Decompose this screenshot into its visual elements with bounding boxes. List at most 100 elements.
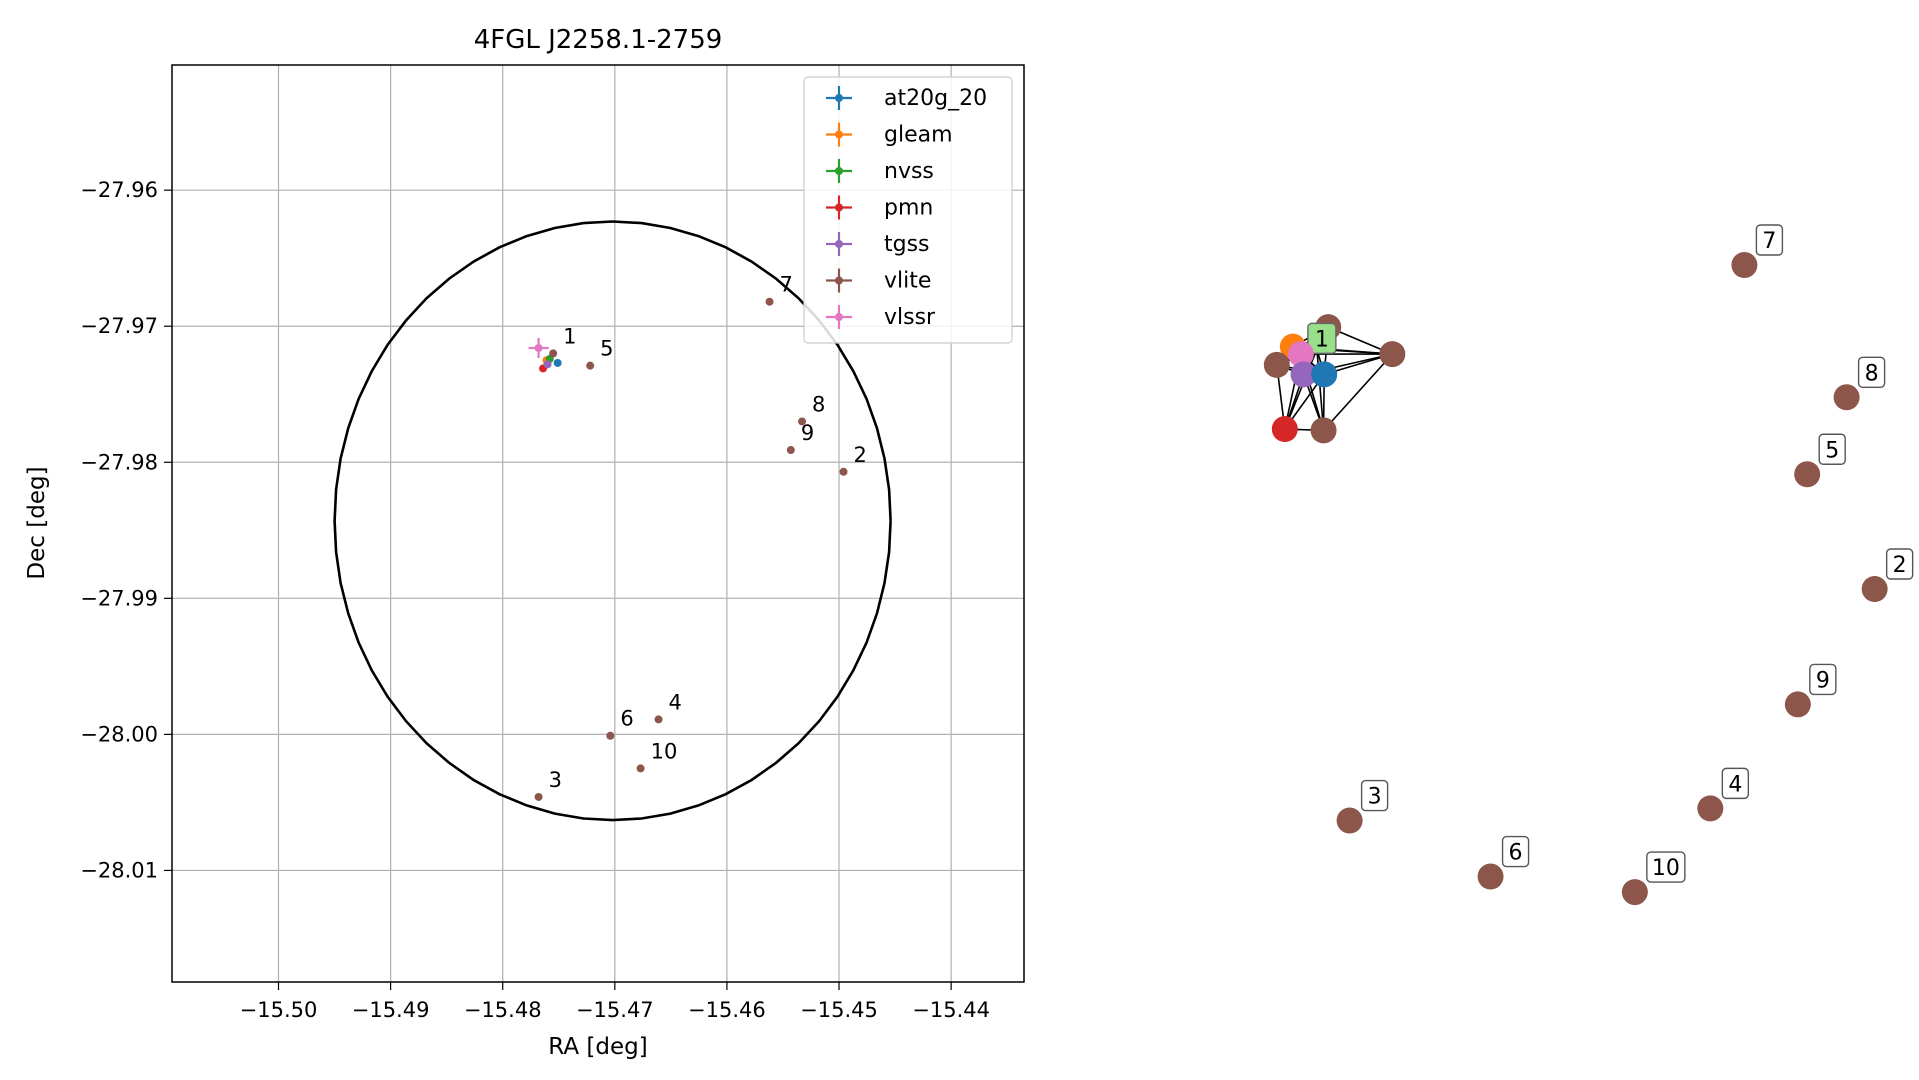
- legend-label: nvss: [884, 159, 934, 184]
- node-marker: [1697, 795, 1724, 822]
- node-label-box: [1501, 835, 1530, 868]
- node-label-box: [1809, 663, 1837, 696]
- legend-label: pmn: [884, 196, 933, 221]
- x-axis-label: RA [deg]: [548, 1034, 647, 1060]
- legend-entry-nvss: nvss: [826, 159, 934, 184]
- y-axis-label: Dec [deg]: [24, 466, 50, 579]
- x-axis-ticks: −15.50 −15.49 −15.48 −15.47 −15.46 −15.45 −15.…: [240, 982, 990, 1022]
- network-node: 3: [1336, 779, 1389, 834]
- data-point-vlite: 9: [786, 421, 814, 455]
- node-label: 7: [1762, 229, 1776, 254]
- legend-entry-tgss: tgss: [826, 232, 930, 257]
- point-label: 1: [563, 324, 576, 348]
- x-tick-label: −15.46: [688, 998, 766, 1022]
- legend-marker-dot: [835, 313, 843, 321]
- legend-entry-vlite: vlite: [826, 268, 931, 294]
- data-points-layer: 1 2 3 4 5 6 7 8 9 10: [528, 273, 867, 801]
- network-node: 2: [1861, 548, 1914, 602]
- data-point-vlite: 8: [798, 392, 825, 426]
- point-marker: [534, 792, 543, 801]
- point-label: 6: [620, 707, 633, 731]
- node-label-box: [1818, 433, 1846, 465]
- chart-title: 4FGL J2258.1-2759: [474, 25, 723, 55]
- association-network-graph: 1 7 8 5 2 9 4 3 6 10: [1263, 224, 1914, 906]
- legend-box: [803, 76, 1013, 344]
- node-label-box: [1360, 779, 1389, 812]
- x-tick-label: −15.48: [464, 998, 542, 1022]
- data-point-vlite: 3: [534, 768, 562, 801]
- network-node: 10: [1621, 851, 1686, 906]
- point-marker: [549, 349, 558, 358]
- node-label: 3: [1368, 785, 1382, 810]
- network-node: [1263, 351, 1290, 378]
- node-marker: [1263, 351, 1290, 378]
- node-marker: [1336, 807, 1363, 834]
- node-label: 1: [1315, 327, 1329, 352]
- node-label-box: [1857, 356, 1886, 388]
- point-marker: [636, 764, 645, 773]
- point-marker: [839, 467, 848, 476]
- node-label: 4: [1728, 772, 1742, 797]
- node-label: 5: [1825, 438, 1839, 463]
- node-marker: [1794, 461, 1821, 488]
- y-tick-label: −27.98: [80, 450, 158, 474]
- node-marker: [1477, 863, 1504, 890]
- x-tick-label: −15.50: [240, 998, 318, 1022]
- node-marker: [1271, 416, 1298, 443]
- legend-label: vlite: [884, 269, 931, 294]
- data-point-tgss: [543, 360, 552, 369]
- network-edge: [1322, 353, 1393, 431]
- node-label: 2: [1893, 553, 1907, 578]
- point-marker: [786, 446, 795, 455]
- point-marker: [553, 358, 562, 367]
- network-node: [1310, 417, 1337, 444]
- y-axis-ticks: −27.96 −27.97 −27.98 −27.99 −28.00 −28.01: [80, 178, 172, 882]
- legend-marker-dot: [835, 130, 843, 139]
- point-marker: [543, 360, 552, 369]
- data-point-vlite: 10: [636, 739, 677, 773]
- point-marker: [606, 731, 615, 740]
- legend-label: tgss: [884, 232, 930, 257]
- point-marker: [586, 361, 595, 370]
- axes-frame: [171, 64, 1025, 983]
- node-label-box: [1885, 548, 1914, 580]
- data-point-vlite: 4: [654, 690, 682, 724]
- localization-circle: [333, 220, 892, 822]
- node-label-box: [1646, 851, 1686, 883]
- node-marker: [1311, 361, 1338, 388]
- point-label: 5: [600, 337, 613, 361]
- node-marker: [1833, 384, 1860, 411]
- data-point-at20g_20: [553, 358, 562, 367]
- legend-entry-vlssr: vlssr: [826, 305, 936, 330]
- network-node: 4: [1697, 767, 1750, 822]
- network-node: [1287, 341, 1314, 368]
- y-tick-label: −28.01: [80, 858, 158, 882]
- x-tick-label: −15.45: [800, 998, 878, 1022]
- legend-entry-at20g_20: at20g_20: [826, 86, 987, 111]
- point-marker: [534, 343, 543, 352]
- node-label: 9: [1816, 668, 1830, 693]
- node-marker: [1290, 361, 1317, 388]
- node-label: 6: [1509, 841, 1523, 866]
- network-node: [1379, 341, 1406, 368]
- legend-label: gleam: [884, 123, 953, 148]
- point-marker: [654, 715, 663, 724]
- node-marker: [1287, 341, 1314, 368]
- network-node: 8: [1833, 356, 1886, 411]
- node-label-box: [1307, 322, 1337, 355]
- network-node: [1271, 416, 1298, 443]
- point-label: 9: [801, 421, 814, 445]
- data-point-vlite: 5: [586, 337, 614, 370]
- point-label: 2: [854, 443, 867, 467]
- network-node: 9: [1784, 663, 1837, 718]
- node-marker: [1310, 417, 1337, 444]
- node-marker: [1621, 879, 1648, 906]
- legend-marker-dot: [835, 276, 843, 285]
- network-node: [1290, 361, 1317, 388]
- network-node: 1: [1307, 322, 1337, 355]
- point-label: 3: [549, 768, 562, 792]
- legend-marker-dot: [835, 203, 843, 212]
- x-tick-label: −15.49: [352, 998, 430, 1022]
